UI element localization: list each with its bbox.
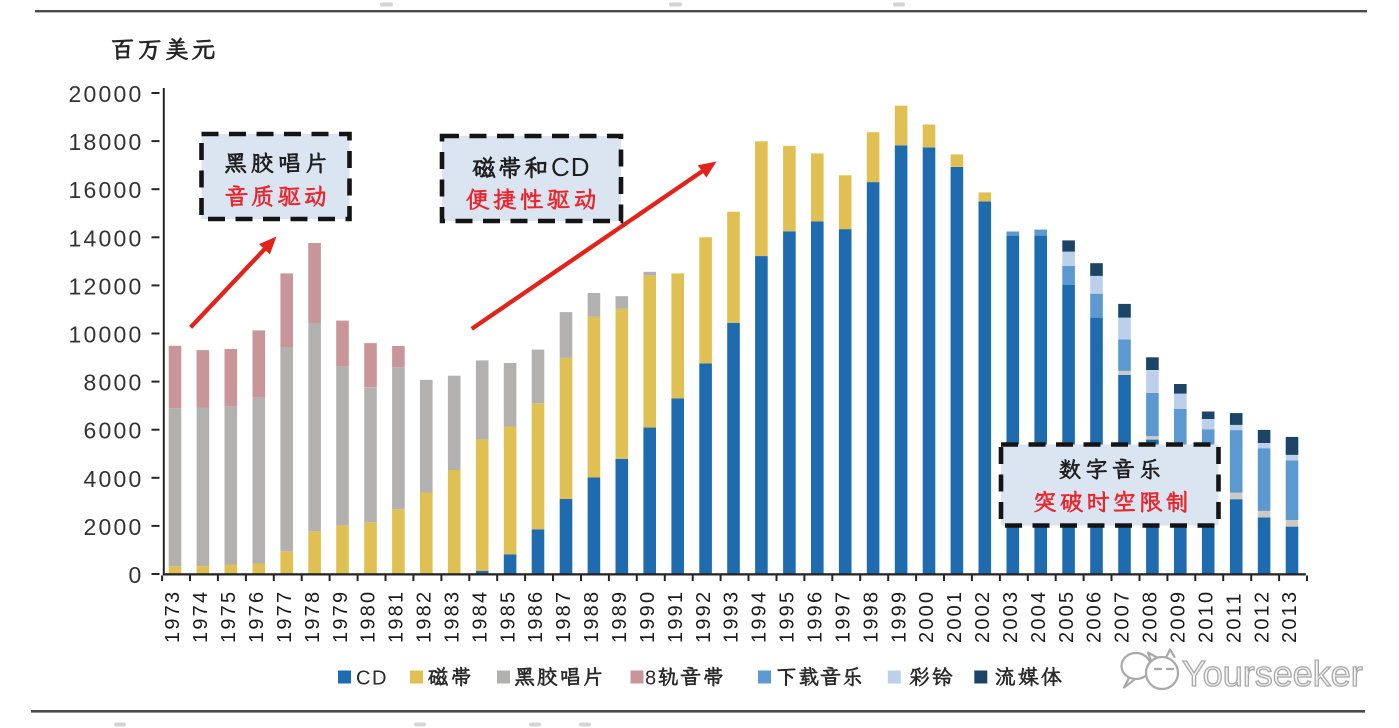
svg-text:1976: 1976 — [246, 590, 268, 643]
svg-text:Yourseeker: Yourseeker — [1182, 653, 1363, 694]
svg-text:6000: 6000 — [84, 418, 144, 444]
svg-text:2011: 2011 — [1223, 591, 1245, 643]
svg-text:1985: 1985 — [497, 590, 519, 643]
svg-text:2002: 2002 — [972, 590, 994, 643]
svg-text:1993: 1993 — [721, 590, 743, 643]
svg-text:14000: 14000 — [69, 225, 144, 251]
svg-text:2013: 2013 — [1279, 590, 1301, 643]
svg-text:12000: 12000 — [69, 273, 144, 299]
svg-text:2001: 2001 — [944, 590, 966, 643]
svg-text:10000: 10000 — [69, 322, 144, 348]
svg-text:2010: 2010 — [1195, 590, 1217, 643]
svg-text:2000: 2000 — [84, 514, 144, 540]
svg-text:4000: 4000 — [84, 466, 144, 492]
svg-text:1979: 1979 — [330, 590, 352, 643]
svg-text:1983: 1983 — [441, 590, 463, 643]
svg-text:2012: 2012 — [1251, 590, 1273, 643]
svg-text:2000: 2000 — [916, 590, 938, 643]
svg-text:8: 8 — [645, 668, 656, 690]
svg-text:1977: 1977 — [274, 590, 296, 643]
svg-text:1992: 1992 — [693, 590, 715, 643]
svg-text:2005: 2005 — [1056, 590, 1078, 643]
svg-text:20000: 20000 — [69, 81, 144, 107]
svg-text:1973: 1973 — [162, 590, 184, 643]
svg-text:2003: 2003 — [1000, 590, 1022, 643]
svg-text:1997: 1997 — [832, 590, 854, 643]
svg-text:0: 0 — [129, 562, 144, 588]
svg-text:1996: 1996 — [805, 590, 827, 643]
svg-text:1989: 1989 — [609, 590, 631, 643]
svg-text:CD: CD — [356, 668, 388, 690]
svg-text:1991: 1991 — [665, 590, 687, 643]
svg-text:2004: 2004 — [1028, 590, 1050, 643]
svg-text:1980: 1980 — [358, 590, 380, 643]
svg-text:1995: 1995 — [777, 590, 799, 643]
svg-text:8000: 8000 — [84, 370, 144, 396]
svg-text:18000: 18000 — [69, 129, 144, 155]
svg-text:1998: 1998 — [860, 590, 882, 643]
svg-text:2008: 2008 — [1140, 590, 1162, 643]
svg-text:1994: 1994 — [749, 590, 771, 643]
svg-text:2006: 2006 — [1084, 590, 1106, 643]
svg-text:2009: 2009 — [1168, 590, 1190, 643]
svg-text:1987: 1987 — [553, 590, 575, 643]
svg-text:1974: 1974 — [190, 590, 212, 643]
svg-text:16000: 16000 — [69, 177, 144, 203]
svg-text:1975: 1975 — [218, 590, 240, 643]
svg-text:CD: CD — [551, 152, 591, 182]
svg-text:1981: 1981 — [386, 590, 408, 643]
svg-text:1986: 1986 — [525, 590, 547, 643]
svg-text:1990: 1990 — [637, 590, 659, 643]
svg-text:1984: 1984 — [469, 590, 491, 643]
svg-text:1988: 1988 — [581, 590, 603, 643]
svg-text:1978: 1978 — [302, 590, 324, 643]
svg-text:1982: 1982 — [414, 590, 436, 643]
svg-text:1999: 1999 — [888, 590, 910, 643]
svg-text:2007: 2007 — [1112, 590, 1134, 643]
